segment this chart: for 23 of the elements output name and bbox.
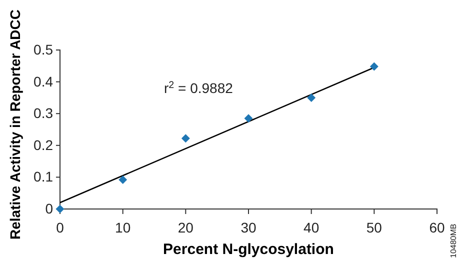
x-tick-label: 10	[115, 219, 131, 236]
point	[307, 93, 316, 102]
y-tick-label: 0.3	[34, 105, 54, 122]
x-tick-label: 50	[366, 219, 382, 236]
annotation: r$^{2}$ = 0.9882	[164, 80, 234, 96]
y-tick-label: 0.4	[34, 73, 54, 90]
y-tick-label: 0.5	[34, 41, 54, 58]
point	[181, 134, 190, 143]
x-tick-label: 0	[56, 219, 64, 236]
y-axis-title: Relative Activity in Reporter ADCC	[7, 9, 23, 240]
point	[56, 204, 64, 214]
x-tick-label: 40	[304, 219, 320, 236]
y-tick-label: 0.1	[34, 168, 54, 185]
x-tick-label: 60	[429, 219, 445, 236]
point	[370, 62, 378, 71]
y-tick-label: 0	[45, 200, 54, 216]
x-tick-label: 20	[178, 219, 194, 236]
text: 10480MB	[449, 224, 458, 258]
x-axis-title: Percent N-glycosylation	[163, 241, 334, 258]
y-tick-label: 0.2	[34, 136, 54, 153]
point	[244, 114, 253, 123]
point	[118, 176, 128, 184]
x-tick-label: 30	[240, 219, 256, 236]
